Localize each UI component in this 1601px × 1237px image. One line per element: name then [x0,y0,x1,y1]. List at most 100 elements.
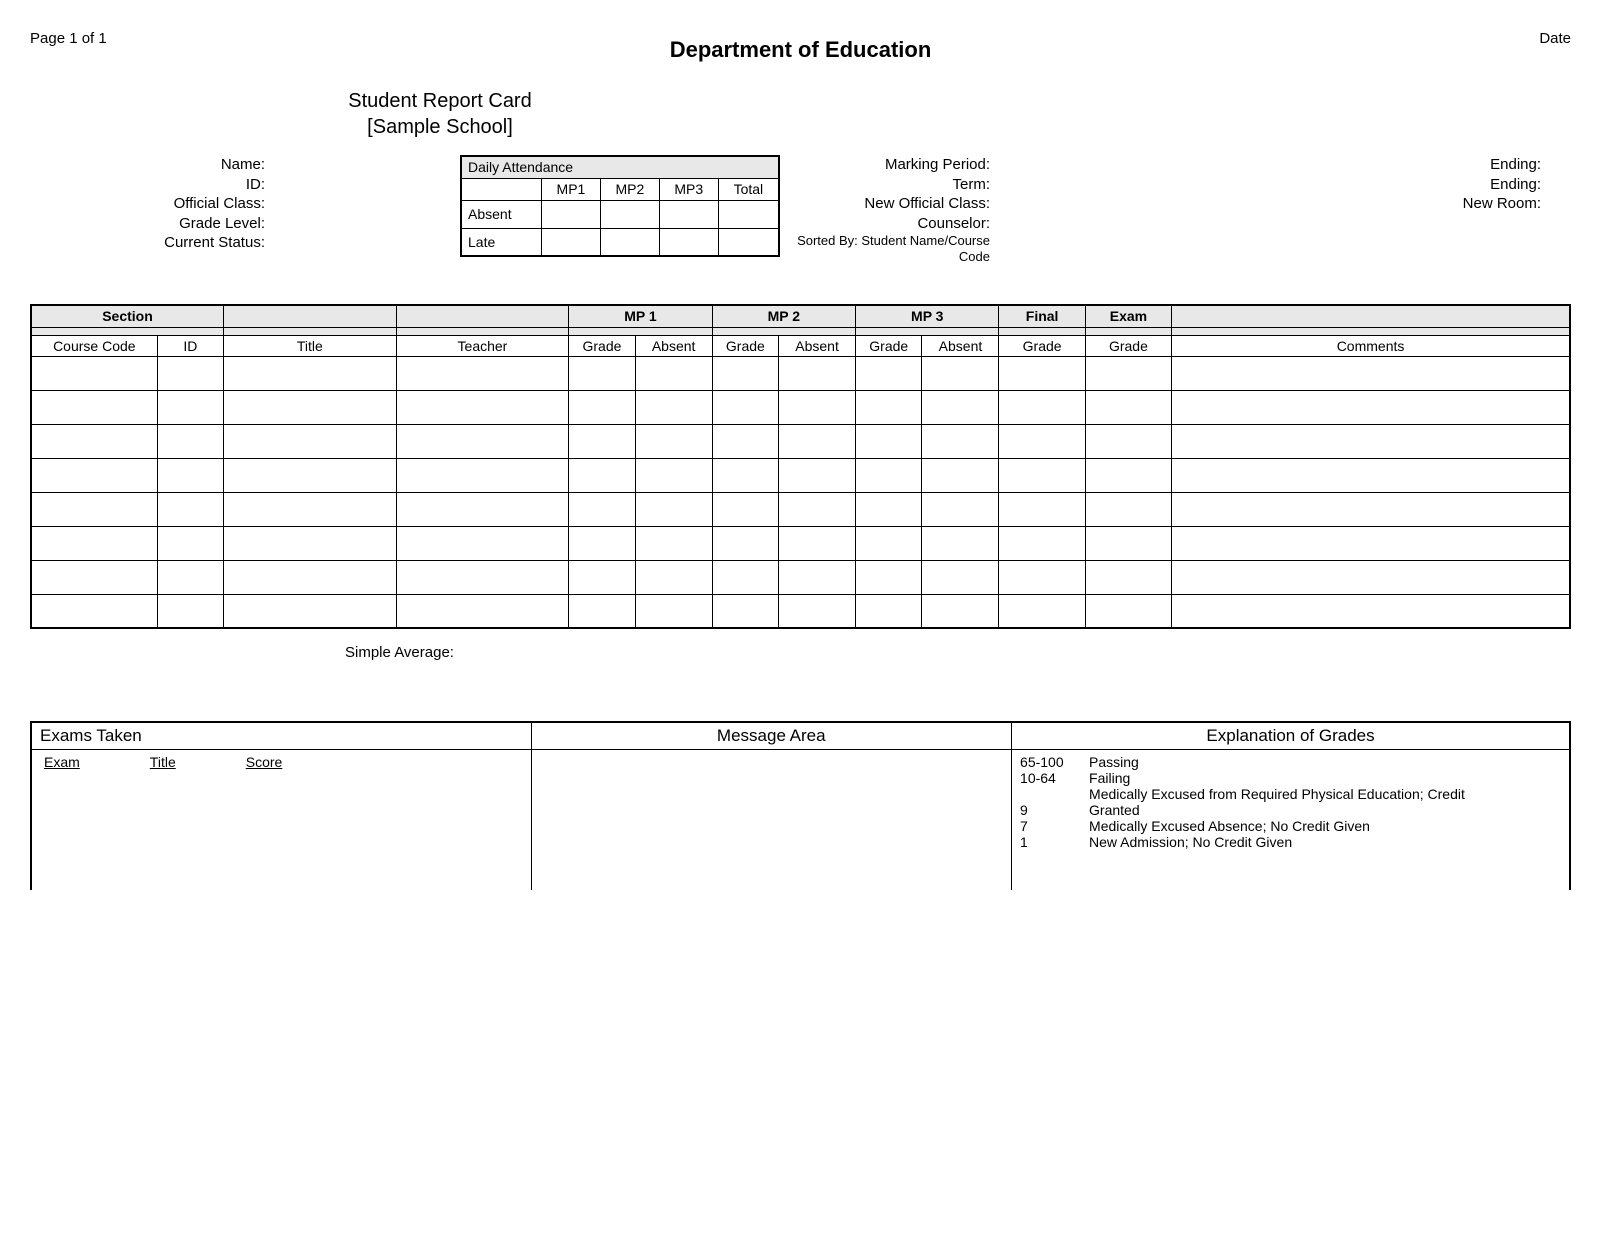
grades-cell [999,356,1085,390]
grades-group-header: MP 2 [712,305,855,327]
grades-cell [396,458,569,492]
grades-cell [569,526,635,560]
grades-cell [224,424,397,458]
grades-cell [779,356,856,390]
grades-cell [779,526,856,560]
grades-cell [856,492,922,526]
grades-cell [157,594,223,628]
subtitle-line: [Sample School] [340,114,540,140]
attendance-row-label: Late [461,228,541,256]
label-new-official-class: New Official Class: [780,194,990,214]
attendance-blank-cell [461,178,541,200]
subtitle-line: Student Report Card [340,88,540,114]
grades-table-wrap: SectionMP 1MP 2MP 3FinalExamCourse CodeI… [30,304,1571,629]
grades-cell [157,492,223,526]
label-term: Term: [780,175,990,195]
grades-cell [999,424,1085,458]
grades-sub-header: Grade [1085,335,1171,356]
label-ending-1: Ending: [990,155,1541,175]
grades-sub-header: Grade [569,335,635,356]
explanation-text: Medically Excused from Required Physical… [1089,786,1465,802]
grades-cell [712,526,778,560]
attendance-row-label: Absent [461,200,541,228]
grades-cell [1172,356,1570,390]
grades-cell [31,560,157,594]
grades-cell [569,594,635,628]
grades-cell [922,526,999,560]
grades-cell [396,424,569,458]
grades-sub-header: Absent [779,335,856,356]
grades-header-spacer [1172,327,1570,335]
grades-cell [569,424,635,458]
date-label: Date [1539,30,1571,47]
grades-sub-header: Absent [635,335,712,356]
grades-header-spacer [712,327,855,335]
grades-cell [31,594,157,628]
attendance-table-wrap: Daily AttendanceMP1MP2MP3TotalAbsentLate [460,155,780,264]
grades-cell [396,594,569,628]
grades-cell [1172,594,1570,628]
grades-cell [1172,458,1570,492]
grades-cell [31,424,157,458]
grades-group-header: MP 1 [569,305,712,327]
grades-cell [779,458,856,492]
grades-header-spacer [999,327,1085,335]
explanation-range: 10-64 [1020,770,1075,786]
attendance-cell [600,228,659,256]
grades-cell [779,594,856,628]
grades-cell [157,356,223,390]
grades-sub-header: Teacher [396,335,569,356]
grades-cell [224,526,397,560]
grades-cell [31,526,157,560]
grades-cell [922,424,999,458]
grades-cell [922,356,999,390]
grades-cell [224,390,397,424]
grades-cell [922,560,999,594]
grades-cell [712,594,778,628]
grades-cell [396,492,569,526]
grades-cell [1085,594,1171,628]
grades-cell [856,390,922,424]
label-marking-period: Marking Period: [780,155,990,175]
grades-cell [922,390,999,424]
attendance-cell [659,228,718,256]
attendance-col-header: MP3 [659,178,718,200]
attendance-title: Daily Attendance [461,156,779,178]
grades-group-header: Exam [1085,305,1171,327]
grades-cell [856,424,922,458]
grades-cell [1172,424,1570,458]
grades-header-spacer [569,327,712,335]
attendance-col-header: Total [718,178,779,200]
grades-cell [157,458,223,492]
grades-group-header [396,305,569,327]
grades-cell [396,526,569,560]
grades-cell [157,390,223,424]
grades-cell [999,458,1085,492]
grades-cell [635,458,712,492]
grades-sub-header: Grade [999,335,1085,356]
grades-cell [712,424,778,458]
grades-group-header: Final [999,305,1085,327]
grades-cell [569,492,635,526]
grades-cell [396,356,569,390]
grades-cell [1085,526,1171,560]
grades-cell [635,560,712,594]
grades-cell [856,594,922,628]
bottom-section: Exams TakenMessage AreaExplanation of Gr… [30,721,1571,890]
explanation-text: Passing [1089,754,1139,770]
grades-header-spacer [1085,327,1171,335]
attendance-col-header: MP1 [541,178,600,200]
label-current-status: Current Status: [30,233,440,253]
label-ending-2: Ending: [990,175,1541,195]
grades-cell [31,390,157,424]
grades-sub-header: Course Code [31,335,157,356]
explanation-range [1020,786,1075,802]
explanation-body: 65-100Passing10-64FailingMedically Excus… [1012,750,1570,891]
grades-cell [224,458,397,492]
grades-cell [922,594,999,628]
grades-cell [635,492,712,526]
grades-cell [712,560,778,594]
explanation-text: New Admission; No Credit Given [1089,834,1292,850]
grades-cell [1085,356,1171,390]
info-right: Marking Period: Term: New Official Class… [780,155,1571,264]
